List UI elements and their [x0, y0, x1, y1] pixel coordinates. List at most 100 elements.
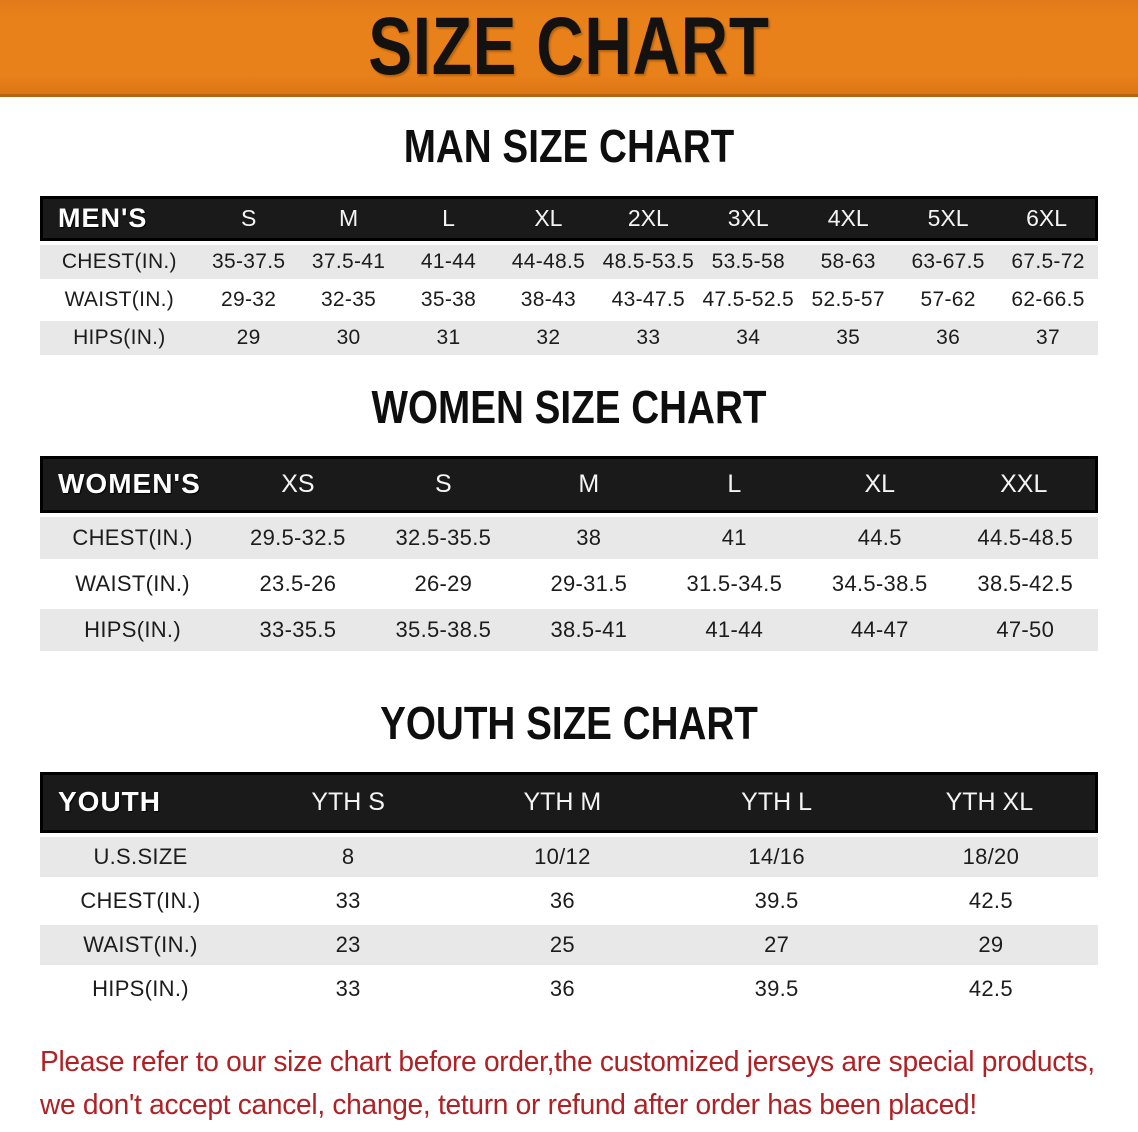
youth-size-table: YOUTH YTH S YTH M YTH L YTH XL U.S.SIZE 8 10/12… — [40, 768, 1098, 1013]
women-corner-label: WOMEN'S — [40, 455, 226, 513]
youth-size-value-cell: 42.5 — [968, 887, 1013, 913]
men-size-value-cell: 35-38 — [420, 288, 477, 312]
men-size-value-cell: 34 — [736, 326, 761, 350]
men-size-value-cell: 47.5-52.5 — [702, 288, 794, 312]
men-corner-label: MEN'S — [40, 196, 199, 242]
women-size-column-header: XL — [807, 455, 953, 513]
men-size-value-cell: 38-43 — [520, 288, 577, 312]
men-size-value-cell: 32 — [536, 326, 561, 350]
men-row-label: HIPS(IN.) — [73, 326, 166, 350]
women-size-table: WOMEN'S XS S M L XL XXL CHEST(IN.) 29.5-32.5 32.5… — [40, 452, 1098, 655]
women-size-value-cell: 44.5-48.5 — [977, 524, 1074, 550]
women-size-column-header: XXL — [952, 455, 1098, 513]
men-size-value-cell: 67.5-72 — [1011, 250, 1085, 274]
women-section-heading: WOMEN SIZE CHART — [371, 381, 767, 434]
footer-note-line-1: Please refer to our size chart before or… — [40, 1045, 1095, 1078]
youth-size-value-cell: 42.5 — [968, 975, 1013, 1001]
youth-size-value-cell: 33 — [335, 975, 361, 1001]
men-size-value-cell: 58-63 — [820, 250, 876, 274]
section-youth: YOUTH SIZE CHART YOUTH YTH S YTH M YTH L YTH… — [0, 696, 1138, 1013]
men-table-row: WAIST(IN.) 29-32 32-35 35-38 38-43 43-47.5 47.… — [40, 283, 1098, 318]
men-table-row: CHEST(IN.) 35-37.5 37.5-41 41-44 44-48.5 48.5… — [40, 245, 1098, 280]
women-size-value-cell: 26-29 — [414, 570, 473, 596]
youth-table-row: CHEST(IN.) 33 36 39.5 42.5 — [40, 880, 1098, 921]
men-size-value-cell: 36 — [936, 326, 961, 350]
men-size-column-header: 6XL — [998, 196, 1098, 242]
youth-size-value-cell: 23 — [335, 931, 361, 957]
women-size-value-cell: 29-31.5 — [550, 570, 628, 596]
youth-size-value-cell: 39.5 — [754, 975, 799, 1001]
women-header-row: WOMEN'S XS S M L XL XXL — [40, 455, 1098, 513]
youth-row-label: CHEST(IN.) — [80, 887, 201, 913]
women-size-value-cell: 33-35.5 — [259, 616, 337, 642]
youth-table-row: HIPS(IN.) 33 36 39.5 42.5 — [40, 968, 1098, 1009]
men-size-value-cell: 29-32 — [221, 288, 277, 312]
men-size-value-cell: 29 — [236, 326, 261, 350]
youth-size-value-cell: 36 — [549, 975, 575, 1001]
youth-size-value-cell: 10/12 — [534, 843, 591, 869]
women-size-value-cell: 32.5-35.5 — [395, 524, 492, 550]
women-size-value-cell: 29.5-32.5 — [250, 524, 346, 550]
men-size-column-header: 5XL — [898, 196, 999, 242]
women-row-label: WAIST(IN.) — [75, 570, 190, 596]
men-size-value-cell: 41-44 — [420, 250, 477, 274]
women-size-column-header: XS — [225, 455, 371, 513]
men-size-column-header: 4XL — [798, 196, 899, 242]
men-size-column-header: 3XL — [698, 196, 799, 242]
youth-row-label: U.S.SIZE — [93, 843, 188, 869]
women-size-value-cell: 38 — [576, 524, 602, 550]
women-size-value-cell: 31.5-34.5 — [686, 570, 783, 596]
women-table-row: HIPS(IN.) 33-35.5 35.5-38.5 38.5-41 41-44 44-… — [40, 608, 1098, 651]
women-table-row: WAIST(IN.) 23.5-26 26-29 29-31.5 31.5-34.5 34… — [40, 562, 1098, 605]
banner-title: SIZE CHART — [368, 1, 770, 92]
men-size-value-cell: 37.5-41 — [311, 250, 386, 274]
men-row-label: WAIST(IN.) — [64, 288, 175, 312]
men-size-value-cell: 57-62 — [920, 288, 976, 312]
women-size-value-cell: 41 — [721, 524, 747, 550]
youth-size-column-header: YTH XL — [883, 771, 1098, 833]
men-section-heading: MAN SIZE CHART — [403, 120, 735, 172]
youth-size-value-cell: 39.5 — [754, 887, 799, 913]
youth-size-value-cell: 18/20 — [962, 843, 1020, 869]
footer-note-line-2: we don't accept cancel, change, teturn o… — [40, 1089, 977, 1122]
women-size-value-cell: 34.5-38.5 — [831, 570, 928, 596]
youth-size-column-header: YTH M — [455, 771, 670, 833]
men-size-value-cell: 35 — [836, 326, 861, 350]
women-size-value-cell: 23.5-26 — [259, 570, 337, 596]
women-size-value-cell: 35.5-38.5 — [395, 616, 492, 642]
women-size-value-cell: 44-47 — [850, 616, 909, 642]
youth-size-column-header: YTH L — [669, 771, 884, 833]
men-size-value-cell: 48.5-53.5 — [602, 250, 695, 274]
youth-size-value-cell: 33 — [335, 887, 361, 913]
section-men: MAN SIZE CHART MEN'S S M L XL 2XL 3XL 4XL 5XL 6XL… — [0, 122, 1138, 359]
women-size-value-cell: 41-44 — [705, 616, 764, 642]
section-women: WOMEN SIZE CHART WOMEN'S XS S M L XL XXL CHEST(… — [0, 383, 1138, 654]
men-size-value-cell: 44-48.5 — [511, 250, 586, 274]
women-row-label: HIPS(IN.) — [84, 616, 181, 642]
men-table-row: HIPS(IN.) 29 30 31 32 33 34 35 36 37 — [40, 321, 1098, 356]
youth-section-heading: YOUTH SIZE CHART — [380, 696, 758, 749]
men-size-column-header: L — [398, 196, 499, 242]
men-row-label: CHEST(IN.) — [61, 250, 177, 274]
women-table-row: CHEST(IN.) 29.5-32.5 32.5-35.5 38 41 44.5 44.5… — [40, 516, 1098, 559]
women-size-column-header: L — [661, 455, 808, 513]
youth-size-value-cell: 25 — [549, 931, 575, 957]
women-size-column-header: S — [370, 455, 517, 513]
youth-size-value-cell: 36 — [549, 887, 575, 913]
size-chart-banner: SIZE CHART — [0, 0, 1138, 97]
men-size-table: MEN'S S M L XL 2XL 3XL 4XL 5XL 6XL CHEST(IN.) 35-37… — [40, 192, 1098, 359]
youth-corner-label: YOUTH — [40, 771, 242, 833]
men-size-value-cell: 32-35 — [320, 288, 377, 312]
youth-size-value-cell: 29 — [978, 931, 1004, 957]
men-header-row: MEN'S S M L XL 2XL 3XL 4XL 5XL 6XL — [40, 196, 1098, 242]
men-size-value-cell: 43-47.5 — [611, 288, 685, 312]
women-size-value-cell: 44.5 — [857, 524, 902, 550]
men-size-value-cell: 52.5-57 — [811, 288, 885, 312]
youth-table-row: U.S.SIZE 8 10/12 14/16 18/20 — [40, 836, 1098, 877]
men-size-value-cell: 63-67.5 — [911, 250, 985, 274]
youth-header-row: YOUTH YTH S YTH M YTH L YTH XL — [40, 771, 1098, 833]
men-size-value-cell: 37 — [1036, 326, 1061, 350]
women-size-value-cell: 38.5-41 — [550, 616, 628, 642]
youth-size-value-cell: 14/16 — [748, 843, 805, 869]
men-size-column-header: M — [298, 196, 399, 242]
